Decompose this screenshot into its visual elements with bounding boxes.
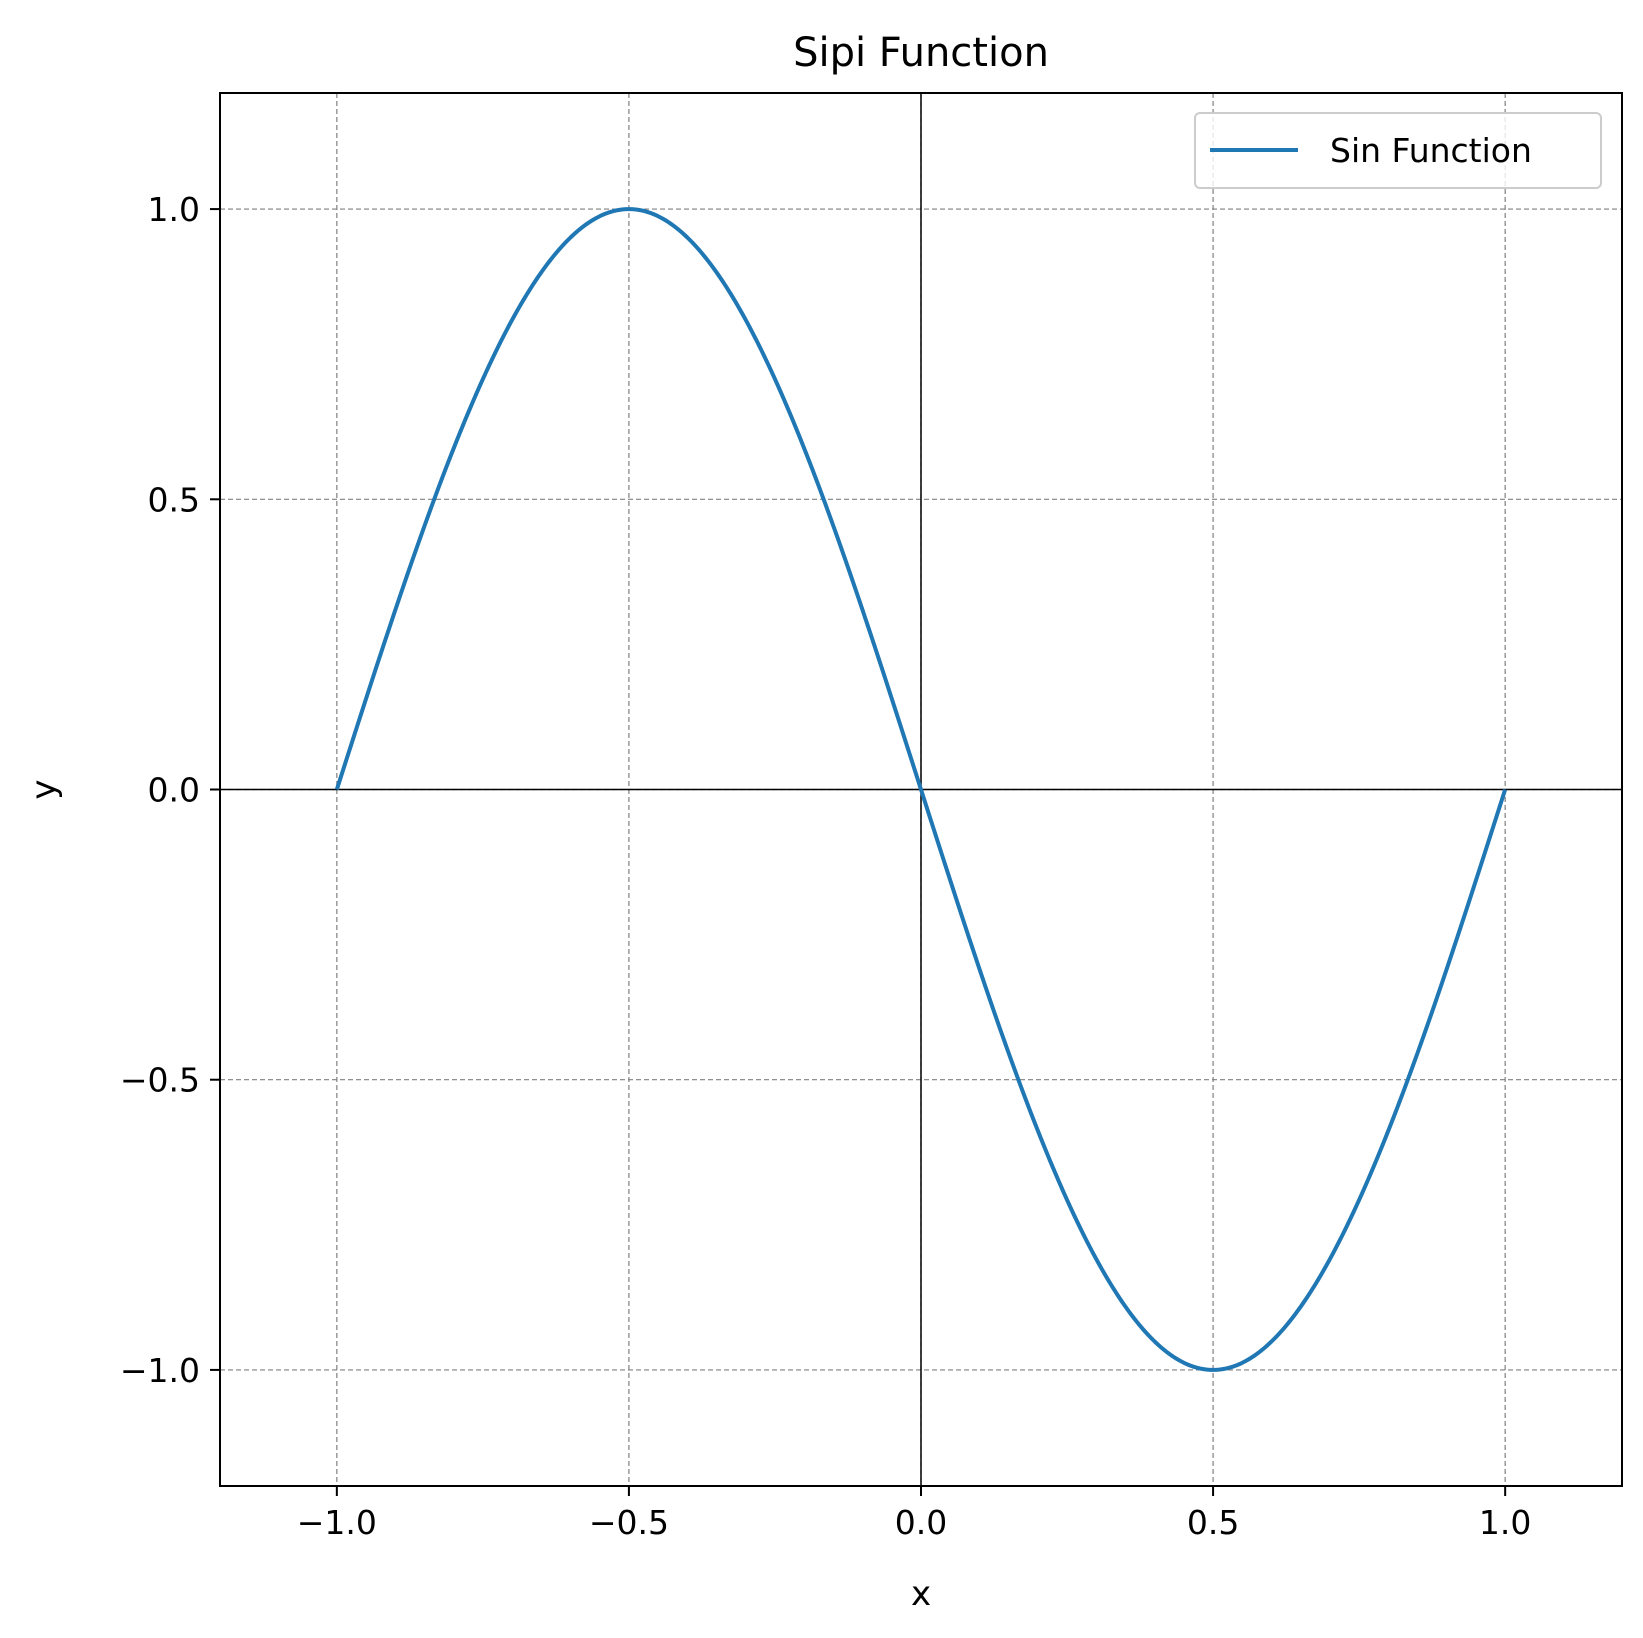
y-tick-label-0: −1.0 <box>120 1351 200 1390</box>
legend: Sin Function <box>1194 112 1602 189</box>
series-line-0 <box>334 207 1508 1372</box>
y-tick-label-3: 0.5 <box>148 480 200 519</box>
legend-box <box>1194 112 1602 189</box>
y-tick-label-1: −0.5 <box>120 1061 200 1100</box>
ticks: −1.0 −0.5 0.0 0.5 1.0 −1.0 −0.5 0.0 0.5 1.0 <box>120 190 1532 1542</box>
x-tick-label-0: −1.0 <box>297 1503 377 1542</box>
x-tick-label-3: 0.5 <box>1187 1503 1239 1542</box>
x-tick-label-2: 0.0 <box>895 1503 947 1542</box>
series-layer <box>334 207 1508 1372</box>
y-axis-label: y <box>24 779 64 799</box>
x-axis-label: x <box>911 1574 931 1614</box>
y-tick-label-2: 0.0 <box>148 771 200 810</box>
x-tick-label-1: −0.5 <box>589 1503 669 1542</box>
legend-label: Sin Function <box>1330 131 1532 170</box>
y-tick-label-4: 1.0 <box>148 190 200 229</box>
x-tick-label-4: 1.0 <box>1479 1503 1531 1542</box>
chart-title: Sipi Function <box>793 30 1049 76</box>
